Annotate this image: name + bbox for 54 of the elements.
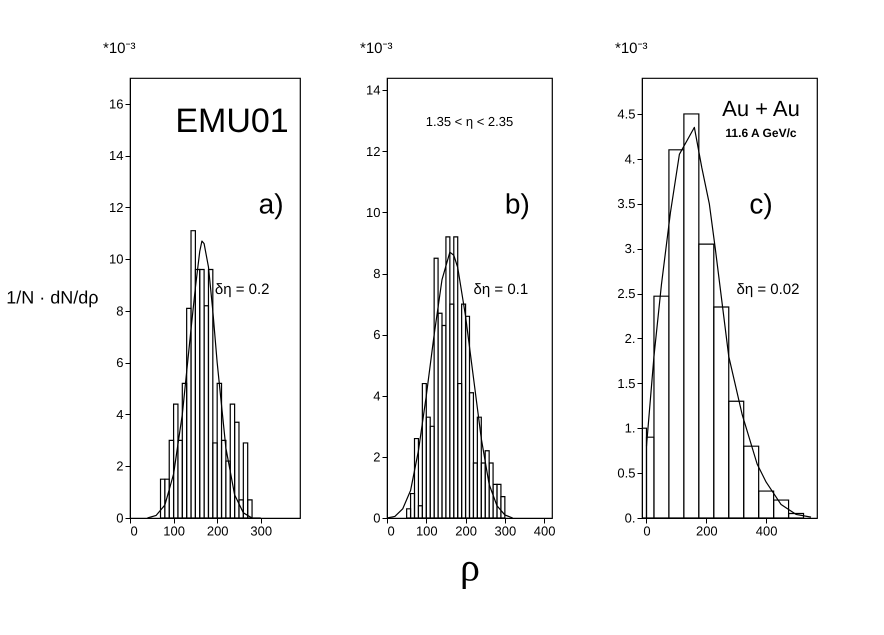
annotation: c) [749, 188, 773, 220]
x-tick-label: 400 [534, 524, 556, 538]
annotation: a) [258, 188, 284, 220]
x-tick-label: 0 [130, 524, 138, 538]
y-tick-label: 2. [624, 330, 636, 346]
x-axis-title: ρ [460, 544, 480, 590]
y-tick-label: 3.5 [617, 196, 636, 212]
x-tick-label: 100 [416, 524, 438, 538]
y-tick-label: 14 [366, 82, 380, 98]
annotation: 1.35 < η < 2.35 [426, 114, 514, 129]
x-tick-label: 400 [756, 524, 778, 538]
annotation: δη = 0.1 [474, 281, 528, 298]
x-tick-label: 200 [206, 524, 229, 538]
y-axis-title: 1/N · dN/dρ [6, 288, 98, 308]
y-tick-label: 14 [109, 148, 124, 164]
annotation: b) [504, 188, 530, 220]
y-tick-label: 4. [624, 151, 636, 166]
y-tick-label: 2 [373, 449, 380, 464]
y-tick-label: 2 [116, 458, 124, 474]
y-tick-label: 6 [373, 327, 380, 342]
text: *10⁻³ [360, 40, 393, 57]
y-tick-label: 4 [116, 406, 124, 422]
y-tick-label: 8 [116, 303, 124, 318]
y-tick-label: 4 [373, 388, 380, 404]
y-tick-label: 8 [373, 266, 380, 282]
y-tick-label: 0. [624, 510, 636, 526]
y-tick-label: 16 [109, 96, 124, 112]
y-tick-label: 4.5 [617, 106, 636, 122]
x-tick-label: 100 [163, 524, 185, 538]
annotation: Au + Au [722, 96, 800, 121]
y-tick-label: 6 [116, 355, 124, 370]
x-tick-label: 300 [494, 524, 516, 538]
x-tick-label: 0 [643, 524, 651, 538]
x-tick-label: 200 [455, 524, 477, 538]
y-tick-label: 10 [109, 252, 124, 267]
y-tick-label: 0 [116, 510, 124, 526]
y-tick-label: 10 [366, 204, 380, 220]
y-tick-label: 12 [109, 200, 124, 215]
text: *10⁻³ [615, 40, 648, 57]
annotation: EMU01 [175, 102, 289, 140]
y-tick-label: 1. [624, 420, 636, 436]
x-tick-label: 200 [696, 524, 718, 538]
y-tick-label: 0.5 [617, 466, 636, 481]
y-tick-label: 0 [373, 510, 380, 526]
annotation: δη = 0.2 [214, 281, 270, 298]
x-tick-label: 0 [388, 524, 395, 538]
y-tick-label: 3. [624, 241, 636, 256]
annotation: δη = 0.02 [736, 281, 800, 298]
y-tick-label: 1.5 [617, 376, 636, 391]
annotation: 11.6 A GeV/c [725, 126, 797, 140]
y-tick-label: 2.5 [617, 286, 636, 302]
x-tick-label: 300 [250, 524, 272, 538]
text: *10⁻³ [103, 40, 136, 57]
y-tick-label: 12 [366, 144, 380, 159]
